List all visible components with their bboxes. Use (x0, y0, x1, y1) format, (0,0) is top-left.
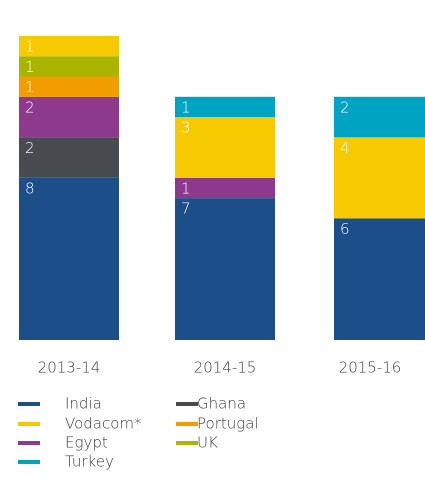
bar-segment (19, 96, 119, 138)
x-tick-label: 2013-14 (38, 359, 101, 377)
x-tick-label: 2014-15 (194, 359, 257, 377)
bar-segment (19, 137, 119, 178)
bar-segment (334, 218, 425, 340)
value-label: 1 (25, 38, 35, 56)
legend-swatch (176, 441, 198, 445)
value-label: 2 (340, 98, 350, 116)
legend-label: Ghana (197, 395, 246, 413)
value-label: 3 (181, 119, 191, 137)
bar-segment (334, 137, 425, 219)
value-label: 2 (25, 139, 35, 157)
legend-swatch (18, 402, 40, 406)
legend-label: Portugal (197, 415, 259, 433)
legend-swatch (18, 422, 40, 426)
legend-label: Vodacom* (65, 415, 142, 433)
value-label: 6 (340, 220, 350, 238)
legend-swatch (18, 441, 40, 445)
bar-segment (334, 96, 425, 138)
legend-swatch (18, 460, 40, 464)
bar-segment (175, 198, 275, 340)
legend-label: UK (197, 434, 218, 452)
value-label: 2 (25, 98, 35, 116)
bar-segment (175, 177, 275, 199)
legend-swatch (176, 422, 198, 426)
x-tick-label: 2015-16 (339, 359, 402, 377)
value-label: 7 (181, 200, 191, 218)
value-label: 4 (340, 139, 350, 157)
bar-segment (19, 177, 119, 340)
value-label: 1 (181, 179, 191, 197)
bar-segment (175, 96, 275, 118)
bar-segment (19, 76, 119, 97)
legend-label: India (65, 395, 102, 413)
legend-label: Egypt (65, 434, 108, 452)
bar-segment (19, 36, 119, 57)
value-label: 1 (25, 78, 35, 96)
value-label: 1 (181, 98, 191, 116)
value-label: 1 (25, 58, 35, 76)
bar-segment (175, 117, 275, 178)
legend-swatch (176, 402, 198, 406)
value-label: 8 (25, 179, 35, 197)
legend-label: Turkey (65, 453, 114, 471)
bar-segment (19, 56, 119, 77)
